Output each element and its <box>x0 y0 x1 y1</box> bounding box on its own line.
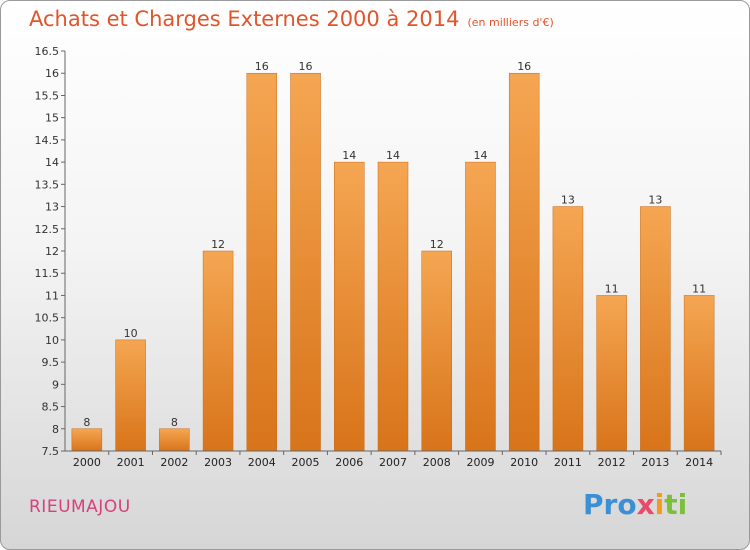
y-tick-label: 13 <box>45 201 59 214</box>
y-tick-label: 9 <box>52 378 59 391</box>
bar-value-label: 14 <box>386 149 400 162</box>
y-tick-label: 13.5 <box>35 178 60 191</box>
commune-name: RIEUMAJOU <box>29 497 131 517</box>
x-tick-label: 2006 <box>335 456 363 469</box>
bars: 8 10 8 12 16 16 14 14 12 14 16 13 11 13 11 <box>71 60 715 452</box>
y-tick-label: 15 <box>45 112 59 125</box>
bar <box>246 72 278 452</box>
bar <box>421 250 452 452</box>
y-tick-label: 16.5 <box>35 45 60 58</box>
x-axis: 2000 2001 2002 2003 2004 2005 2006 2007 2008 2009… <box>65 450 722 469</box>
y-tick-label: 11.5 <box>35 267 60 280</box>
bar <box>683 295 715 452</box>
bar <box>552 206 584 452</box>
x-tick-label: 2010 <box>510 456 538 469</box>
x-tick-label: 2005 <box>292 456 320 469</box>
logo-part: i <box>654 488 665 521</box>
y-tick-label: 10.5 <box>35 312 60 325</box>
x-tick-label: 2011 <box>554 456 582 469</box>
x-tick-label: 2003 <box>204 456 232 469</box>
bar-value-label: 13 <box>561 194 575 207</box>
chart-subtitle: (en milliers d'€) <box>467 16 554 29</box>
logo-part: Pro <box>583 488 637 521</box>
logo-part: x <box>636 488 655 521</box>
bar <box>377 161 409 452</box>
y-tick-label: 8.5 <box>42 401 60 414</box>
bar <box>508 72 540 452</box>
bar-value-label: 16 <box>299 60 313 73</box>
bar-value-label: 11 <box>605 282 619 295</box>
x-tick-label: 2012 <box>598 456 626 469</box>
x-tick-label: 2002 <box>160 456 188 469</box>
bar-value-label: 11 <box>692 282 706 295</box>
bar <box>640 206 671 452</box>
y-tick-label: 14 <box>45 156 59 169</box>
logo-part: ti <box>664 488 688 521</box>
bar-value-label: 8 <box>171 416 178 429</box>
y-tick-label: 8 <box>52 423 59 436</box>
y-tick-label: 7.5 <box>42 445 60 458</box>
bar <box>71 428 103 452</box>
bar-value-label: 16 <box>255 60 269 73</box>
bar <box>115 339 146 452</box>
chart-title-text: Achats et Charges Externes 2000 à 2014 <box>29 7 460 31</box>
bar-value-label: 14 <box>473 149 487 162</box>
y-tick-label: 9.5 <box>42 356 60 369</box>
bar <box>596 295 627 452</box>
bar-value-label: 12 <box>211 238 225 251</box>
bar-value-label: 13 <box>648 194 662 207</box>
bar-value-label: 10 <box>124 327 138 340</box>
y-tick-label: 12 <box>45 245 59 258</box>
y-tick-label: 11 <box>45 289 59 302</box>
bar <box>202 250 234 452</box>
x-tick-label: 2009 <box>466 456 494 469</box>
bar-value-label: 12 <box>430 238 444 251</box>
bar <box>334 161 365 452</box>
chart-title: Achats et Charges Externes 2000 à 2014 (e… <box>29 7 554 31</box>
y-axis: 7.5 8 8.5 9 9.5 10 10.5 11 11.5 12 12.5 13 13.5 14 14.… <box>35 45 66 458</box>
bar <box>290 72 321 452</box>
bar-value-label: 8 <box>83 416 90 429</box>
bar-value-label: 16 <box>517 60 531 73</box>
proxiti-logo: Proxiti <box>583 488 687 521</box>
bar <box>465 161 496 452</box>
y-tick-label: 15.5 <box>35 89 60 102</box>
bar-value-label: 14 <box>342 149 356 162</box>
x-tick-label: 2000 <box>73 456 101 469</box>
bar <box>159 428 190 452</box>
y-tick-label: 16 <box>45 67 59 80</box>
x-tick-label: 2007 <box>379 456 407 469</box>
x-tick-label: 2001 <box>117 456 145 469</box>
y-tick-label: 14.5 <box>35 134 60 147</box>
x-tick-label: 2004 <box>248 456 276 469</box>
y-tick-label: 12.5 <box>35 223 60 236</box>
x-tick-label: 2014 <box>685 456 713 469</box>
x-tick-label: 2013 <box>641 456 669 469</box>
x-tick-label: 2008 <box>423 456 451 469</box>
y-tick-label: 10 <box>45 334 59 347</box>
